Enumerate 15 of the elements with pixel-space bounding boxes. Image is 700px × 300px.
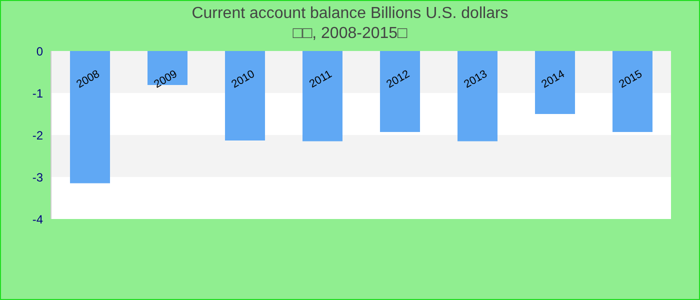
x-tick-label: 2010 — [230, 68, 257, 91]
x-tick-label: 2015 — [617, 68, 644, 91]
x-tick-label: 2013 — [462, 68, 490, 91]
chart-title: Current account balance Billions U.S. dollars — [190, 4, 510, 24]
chart-subtitle: □□, 2008-2015□ — [292, 24, 408, 44]
x-tick-label: 2011 — [308, 68, 334, 91]
y-tick-label: -2 — [32, 128, 44, 142]
x-tick-label: 2012 — [384, 68, 412, 91]
x-tick-label: 2008 — [74, 68, 102, 91]
y-tick-label: -1 — [32, 86, 44, 100]
y-tick-label: -3 — [32, 170, 44, 184]
y-tick-label: -4 — [32, 212, 44, 226]
x-tick-label: 2009 — [152, 68, 180, 91]
x-tick-label: 2014 — [540, 68, 567, 91]
y-tick-label: 0 — [36, 44, 44, 58]
